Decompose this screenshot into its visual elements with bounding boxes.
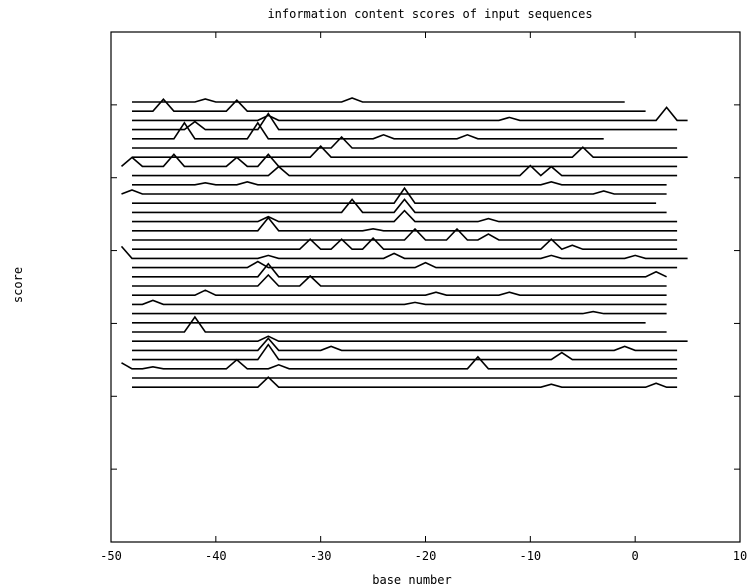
series-trace — [132, 273, 667, 287]
series-trace — [132, 310, 667, 315]
series-trace — [120, 153, 678, 168]
series-trace — [132, 343, 678, 361]
series-trace — [132, 145, 688, 158]
series-trace — [121, 189, 667, 195]
x-tick-label: -50 — [100, 549, 122, 563]
y-axis — [111, 104, 740, 470]
chart-title: information content scores of input sequ… — [267, 7, 592, 21]
series-trace — [132, 135, 678, 149]
series-trace — [132, 209, 678, 223]
x-tick-label: -40 — [205, 549, 227, 563]
x-axis: -50 -40 -30 -20 -10 0 10 — [100, 32, 747, 563]
series-trace — [132, 289, 667, 296]
series-trace — [132, 198, 667, 214]
series-trace — [132, 97, 646, 112]
series-trace — [132, 299, 667, 306]
series-trace — [132, 315, 667, 333]
series-trace — [132, 97, 625, 103]
series-trace — [132, 106, 688, 122]
series-trace — [132, 335, 688, 342]
x-tick-label: -20 — [415, 549, 437, 563]
x-tick-label: 0 — [632, 549, 639, 563]
series-trace — [132, 186, 657, 204]
series-trace — [132, 376, 678, 388]
x-axis-label: base number — [372, 573, 451, 587]
series-trace — [120, 245, 688, 260]
series-trace — [132, 216, 678, 232]
x-tick-label: -30 — [310, 549, 332, 563]
series-trace — [121, 355, 678, 370]
series-trace — [132, 164, 678, 177]
plot-frame — [110, 31, 741, 543]
series-traces — [120, 97, 688, 388]
series-trace — [132, 262, 667, 278]
series-trace — [132, 260, 678, 269]
series-trace — [132, 180, 667, 186]
x-tick-label: -10 — [519, 549, 541, 563]
series-trace — [132, 112, 678, 131]
series-trace — [132, 237, 678, 251]
series-trace — [132, 227, 678, 241]
series-trace — [132, 121, 604, 140]
series-trace — [132, 337, 678, 352]
y-axis-label: score — [11, 267, 25, 303]
x-tick-label: 10 — [733, 549, 747, 563]
